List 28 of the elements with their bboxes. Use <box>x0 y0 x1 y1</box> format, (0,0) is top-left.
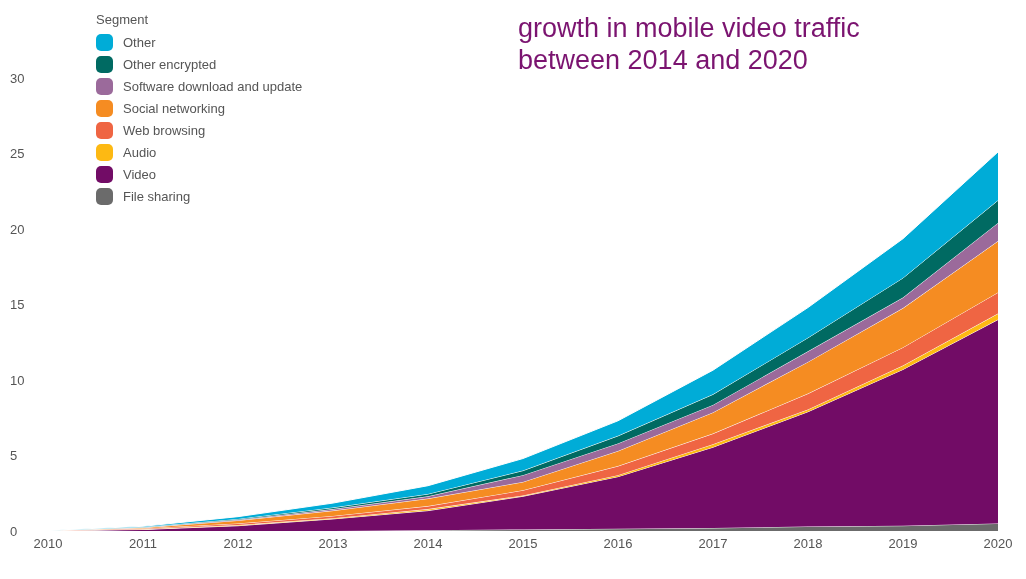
legend-label: Video <box>123 166 157 182</box>
y-tick-label: 15 <box>10 297 25 313</box>
x-tick-label: 2014 <box>413 536 443 552</box>
legend-title: Segment <box>96 12 150 27</box>
x-tick-label: 2012 <box>223 536 253 552</box>
legend-label: Audio <box>123 144 157 160</box>
legend-label: Social networking <box>123 100 225 116</box>
y-tick-label: 30 <box>10 70 25 86</box>
x-tick-label: 2019 <box>888 536 918 552</box>
y-tick-label: 20 <box>10 221 25 237</box>
legend-label: Web browsing <box>123 122 206 138</box>
legend-label: Other encrypted <box>123 56 217 72</box>
legend-label: Software download and update <box>123 78 303 94</box>
legend-label: File sharing <box>123 188 191 204</box>
x-tick-label: 2016 <box>603 536 633 552</box>
x-tick-label: 2013 <box>318 536 348 552</box>
x-tick-label: 2011 <box>129 536 157 552</box>
legend-label: Other <box>123 34 156 50</box>
x-tick-label: 2010 <box>33 536 63 552</box>
x-tick-label: 2020 <box>983 536 1013 552</box>
x-tick-label: 2017 <box>698 536 728 552</box>
x-tick-label: 2015 <box>508 536 538 552</box>
chart-title: growth in mobile video traffic between 2014 and 2020 <box>518 12 861 76</box>
y-tick-label: 25 <box>10 146 25 162</box>
y-tick-label: 5 <box>10 448 18 464</box>
x-tick-label: 2018 <box>793 536 823 552</box>
y-tick-label: 10 <box>10 372 25 388</box>
y-tick-label: 0 <box>10 523 18 539</box>
